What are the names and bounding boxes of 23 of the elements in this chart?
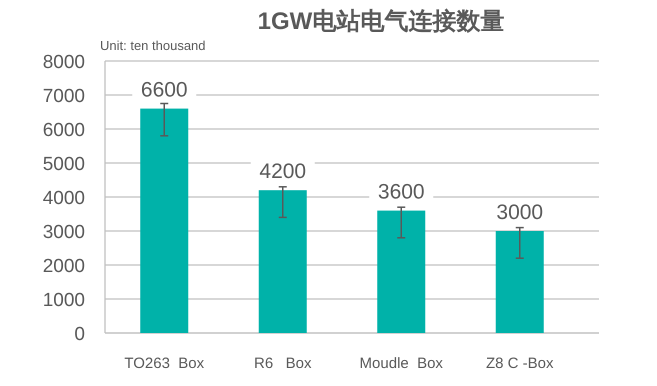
y-tick-label: 4000	[42, 188, 85, 209]
bar	[140, 108, 188, 333]
text: Unit: ten thousand	[100, 38, 206, 53]
x-tick-label: R6 Box	[254, 355, 312, 372]
y-tick-label: 2000	[42, 256, 85, 277]
x-tick-label: Moudle Box	[360, 355, 444, 372]
y-tick-label: 8000	[42, 52, 85, 73]
bar	[258, 190, 307, 333]
y-tick-label: 5000	[42, 154, 85, 175]
y-tick-label: 7000	[42, 86, 85, 107]
data-label: 3000	[496, 201, 544, 224]
y-tick-label: 1000	[42, 290, 85, 311]
bar	[496, 231, 544, 333]
y-tick-label: 3000	[42, 222, 85, 243]
y-tick-label: 6000	[42, 120, 85, 141]
x-tick-label: TO263 Box	[124, 355, 205, 372]
bar	[377, 210, 426, 333]
x-tick-label: Z8 C -Box	[486, 355, 554, 372]
data-label: 3600	[378, 180, 425, 204]
data-label: 4200	[259, 160, 306, 184]
y-tick-label: 0	[74, 324, 85, 345]
data-label: 6600	[140, 78, 188, 102]
chart-title: 1GW电站电气连接数量	[258, 8, 504, 35]
